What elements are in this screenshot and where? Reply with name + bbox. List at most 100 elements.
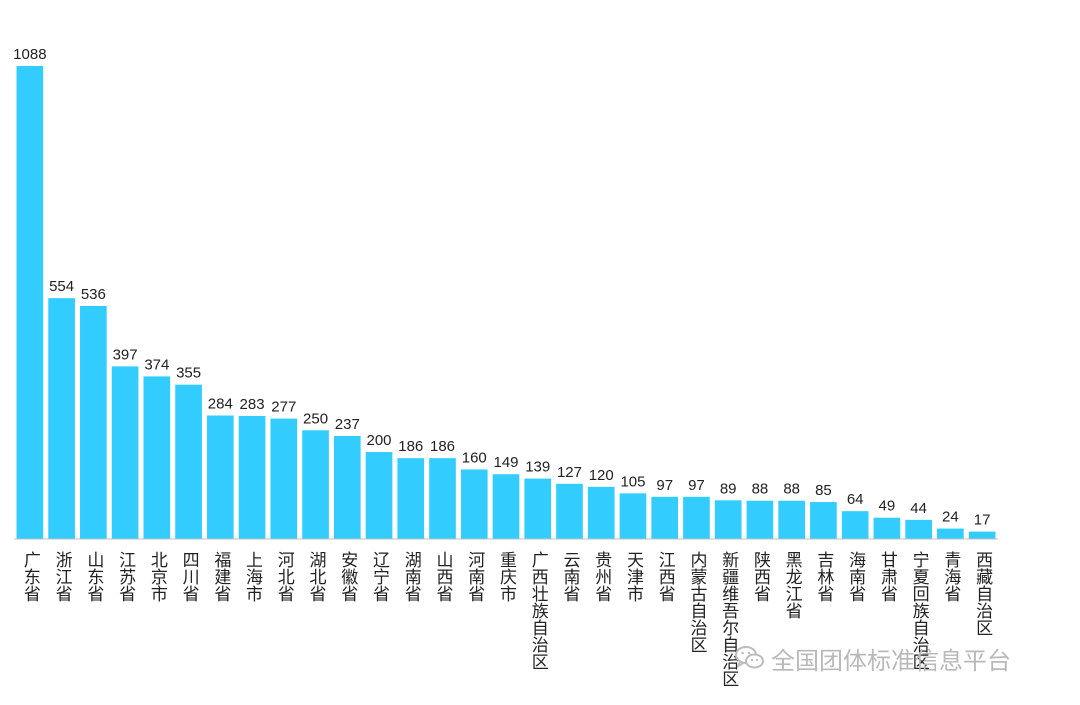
bar xyxy=(175,384,202,539)
category-label: 山东省 xyxy=(83,551,104,602)
category-label: 内蒙古自治区 xyxy=(686,551,707,653)
watermark: 全国团体标准信息平台 xyxy=(735,640,1011,676)
data-label: 283 xyxy=(240,396,265,413)
bar xyxy=(492,474,520,539)
category-label: 云南省 xyxy=(559,551,580,602)
wechat-icon xyxy=(735,645,765,671)
category-label: 四川省 xyxy=(179,551,200,602)
data-label: 97 xyxy=(656,477,673,494)
bar xyxy=(365,452,393,539)
bar xyxy=(270,418,298,539)
category-label: 江苏省 xyxy=(115,551,136,602)
bar xyxy=(80,305,107,539)
bar xyxy=(556,483,583,539)
bar xyxy=(206,415,234,539)
data-label: 200 xyxy=(367,432,392,449)
data-label: 1088 xyxy=(13,46,46,63)
bar xyxy=(651,496,679,539)
category-label: 北京市 xyxy=(147,551,168,602)
category-label: 海南省 xyxy=(845,551,866,602)
category-label: 河南省 xyxy=(464,551,485,602)
bar xyxy=(111,366,139,539)
bar xyxy=(302,430,329,539)
data-label: 284 xyxy=(208,396,233,413)
category-label: 天津市 xyxy=(623,551,644,602)
category-label: 上海市 xyxy=(242,551,263,602)
data-label: 536 xyxy=(81,286,106,303)
category-label: 安徽省 xyxy=(337,551,358,602)
bar xyxy=(429,458,456,539)
category-label: 陕西省 xyxy=(750,551,771,602)
bar xyxy=(524,478,552,539)
data-label: 374 xyxy=(144,356,169,373)
category-label: 山西省 xyxy=(433,551,454,602)
bar xyxy=(238,415,266,539)
category-label: 江西省 xyxy=(655,551,676,602)
data-label: 397 xyxy=(113,346,138,363)
data-label: 64 xyxy=(847,491,864,508)
data-label: 250 xyxy=(303,410,328,427)
data-label: 88 xyxy=(752,481,769,498)
data-label: 149 xyxy=(493,454,518,471)
bar xyxy=(143,376,171,539)
data-label: 24 xyxy=(942,509,959,526)
bar xyxy=(460,469,488,539)
bar xyxy=(16,66,44,539)
data-label: 17 xyxy=(974,512,991,529)
value-labels-group: 1088 554 536 397 374 355 284 283 277 250 237 200 186… xyxy=(13,46,990,529)
data-label: 49 xyxy=(879,498,896,515)
data-label: 44 xyxy=(910,500,927,517)
category-label: 宁夏回族自治区 xyxy=(909,551,930,670)
data-label: 186 xyxy=(430,438,455,455)
category-label: 湖北省 xyxy=(306,551,327,602)
category-label: 福建省 xyxy=(210,551,231,602)
data-label: 89 xyxy=(720,480,737,497)
bar xyxy=(873,517,901,539)
data-label: 85 xyxy=(815,482,832,499)
bar xyxy=(810,502,837,539)
data-label: 554 xyxy=(49,278,74,295)
category-labels-group: 广东省 浙江省 山东省 江苏省 北京市 四川省 福建省 上海市 河北省 湖北省 安徽省 辽宁省 湖南省山… xyxy=(20,551,993,687)
bar xyxy=(746,500,774,539)
data-label: 277 xyxy=(271,399,296,416)
category-label: 重庆市 xyxy=(496,551,517,602)
category-label: 新疆维吾尔自治区 xyxy=(718,551,739,687)
data-label: 97 xyxy=(688,477,705,494)
category-label: 黑龙江省 xyxy=(782,551,803,619)
category-label: 甘肃省 xyxy=(877,551,898,602)
bar xyxy=(397,458,425,539)
bar xyxy=(683,496,710,539)
watermark-text: 全国团体标准信息平台 xyxy=(771,646,1011,675)
bar xyxy=(714,500,742,539)
bar xyxy=(587,486,615,539)
category-label: 青海省 xyxy=(940,551,961,602)
data-label: 127 xyxy=(557,464,582,481)
data-label: 237 xyxy=(335,416,360,433)
bar xyxy=(619,493,647,539)
data-label: 88 xyxy=(783,481,800,498)
data-label: 355 xyxy=(176,365,201,382)
bar xyxy=(968,531,996,539)
data-label: 120 xyxy=(589,467,614,484)
category-label: 广西壮族自治区 xyxy=(528,551,549,670)
data-label: 186 xyxy=(398,438,423,455)
bar xyxy=(905,519,932,539)
data-label: 160 xyxy=(462,449,487,466)
category-label: 浙江省 xyxy=(52,551,73,602)
category-label: 湖南省 xyxy=(401,551,422,602)
data-label: 139 xyxy=(525,459,550,476)
category-label: 贵州省 xyxy=(591,551,612,602)
category-label: 广东省 xyxy=(20,551,41,602)
data-label: 105 xyxy=(620,473,645,490)
category-label: 河北省 xyxy=(274,551,295,602)
category-label: 西藏自治区 xyxy=(972,551,993,636)
bar xyxy=(937,528,964,539)
category-label: 吉林省 xyxy=(813,551,834,602)
bar xyxy=(778,500,806,539)
bar xyxy=(333,435,361,539)
category-label: 辽宁省 xyxy=(369,551,390,602)
bar xyxy=(48,298,75,539)
bar xyxy=(841,511,869,539)
bars-group xyxy=(16,66,996,539)
